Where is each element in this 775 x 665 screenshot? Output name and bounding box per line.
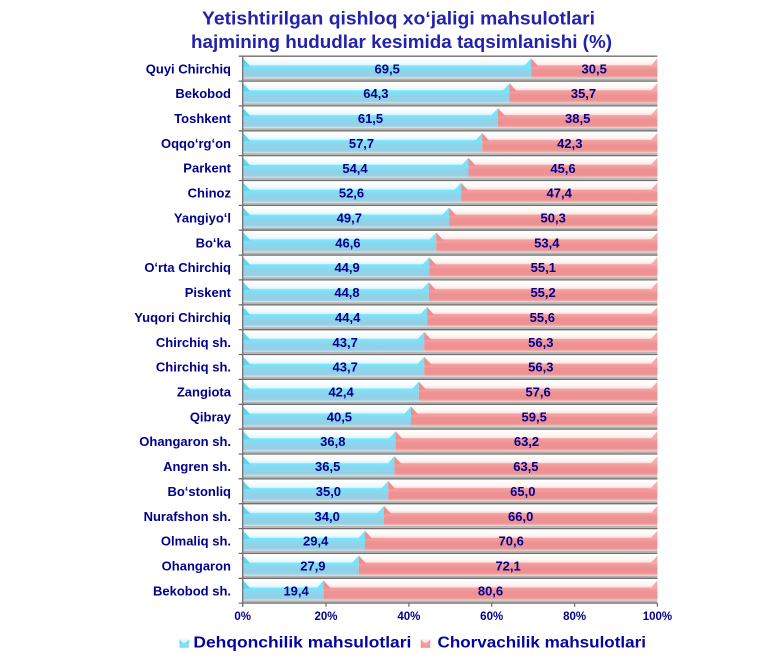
- svg-text:59,5: 59,5: [522, 409, 547, 424]
- svg-text:38,5: 38,5: [565, 111, 590, 126]
- svg-text:56,3: 56,3: [528, 335, 553, 350]
- svg-text:55,2: 55,2: [530, 285, 555, 300]
- svg-text:Boʻka: Boʻka: [196, 235, 232, 250]
- svg-text:30,5: 30,5: [582, 61, 607, 76]
- svg-text:Chirchiq sh.: Chirchiq sh.: [156, 360, 231, 375]
- svg-text:80%: 80%: [563, 611, 586, 623]
- svg-text:36,8: 36,8: [320, 434, 345, 449]
- svg-text:Quyi Chirchiq: Quyi Chirchiq: [146, 61, 231, 76]
- svg-text:42,3: 42,3: [557, 136, 582, 151]
- svg-text:Bekobod: Bekobod: [175, 86, 231, 101]
- svg-text:46,6: 46,6: [335, 235, 360, 250]
- svg-text:Yetishtirilgan qishloq xoʻjali: Yetishtirilgan qishloq xoʻjaligi mahsulo…: [202, 9, 595, 29]
- svg-text:80,6: 80,6: [478, 583, 503, 598]
- svg-text:Toshkent: Toshkent: [174, 111, 231, 126]
- svg-text:43,7: 43,7: [333, 360, 358, 375]
- svg-text:Piskent: Piskent: [185, 285, 232, 300]
- svg-text:Dehqonchilik mahsulotlari: Dehqonchilik mahsulotlari: [193, 634, 411, 651]
- svg-text:40%: 40%: [397, 611, 420, 623]
- svg-text:69,5: 69,5: [375, 61, 400, 76]
- svg-text:Parkent: Parkent: [183, 161, 231, 176]
- svg-text:44,8: 44,8: [334, 285, 359, 300]
- svg-text:19,4: 19,4: [283, 583, 309, 598]
- svg-text:35,7: 35,7: [571, 86, 596, 101]
- svg-text:60%: 60%: [480, 611, 503, 623]
- svg-text:Zangiota: Zangiota: [177, 385, 232, 400]
- svg-text:Ohangaron: Ohangaron: [162, 559, 231, 574]
- svg-text:55,6: 55,6: [530, 310, 555, 325]
- svg-text:36,5: 36,5: [315, 459, 340, 474]
- svg-text:63,2: 63,2: [514, 434, 539, 449]
- svg-text:Boʻstonliq: Boʻstonliq: [167, 484, 231, 499]
- svg-text:Oqqoʻrgʻon: Oqqoʻrgʻon: [161, 136, 231, 151]
- svg-text:Qibray: Qibray: [190, 409, 232, 424]
- svg-text:70,6: 70,6: [499, 534, 524, 549]
- svg-text:50,3: 50,3: [541, 211, 566, 226]
- svg-text:Nurafshon sh.: Nurafshon sh.: [144, 509, 231, 524]
- svg-text:57,7: 57,7: [349, 136, 374, 151]
- svg-text:Olmaliq sh.: Olmaliq sh.: [161, 534, 231, 549]
- svg-text:72,1: 72,1: [495, 559, 520, 574]
- svg-text:Chirchiq sh.: Chirchiq sh.: [156, 335, 231, 350]
- svg-text:61,5: 61,5: [358, 111, 383, 126]
- svg-text:Chinoz: Chinoz: [188, 186, 232, 201]
- svg-text:63,5: 63,5: [513, 459, 538, 474]
- svg-text:43,7: 43,7: [333, 335, 358, 350]
- svg-text:Yangiyoʻl: Yangiyoʻl: [174, 210, 231, 225]
- svg-text:52,6: 52,6: [339, 186, 364, 201]
- svg-text:44,4: 44,4: [335, 310, 361, 325]
- svg-text:64,3: 64,3: [363, 86, 388, 101]
- svg-text:29,4: 29,4: [303, 534, 329, 549]
- svg-text:49,7: 49,7: [337, 211, 362, 226]
- svg-text:44,9: 44,9: [334, 260, 359, 275]
- svg-text:35,0: 35,0: [316, 484, 341, 499]
- svg-text:hajmining hududlar kesimida ta: hajmining hududlar kesimida taqsimlanish…: [191, 32, 612, 52]
- svg-text:Yuqori Chirchiq: Yuqori Chirchiq: [134, 310, 231, 325]
- svg-text:53,4: 53,4: [534, 235, 560, 250]
- svg-text:Angren sh.: Angren sh.: [163, 459, 231, 474]
- svg-text:54,4: 54,4: [342, 161, 368, 176]
- svg-text:47,4: 47,4: [547, 186, 573, 201]
- svg-text:42,4: 42,4: [328, 385, 354, 400]
- svg-text:40,5: 40,5: [327, 409, 352, 424]
- svg-text:20%: 20%: [314, 611, 337, 623]
- svg-text:27,9: 27,9: [300, 559, 325, 574]
- svg-text:Oʻrta Chirchiq: Oʻrta Chirchiq: [144, 260, 231, 275]
- svg-text:Ohangaron sh.: Ohangaron sh.: [139, 434, 231, 449]
- svg-text:Chorvachilik mahsulotlari: Chorvachilik mahsulotlari: [438, 634, 647, 651]
- svg-text:34,0: 34,0: [315, 509, 340, 524]
- svg-text:100%: 100%: [643, 611, 672, 623]
- svg-text:45,6: 45,6: [550, 161, 575, 176]
- svg-text:Bekobod sh.: Bekobod sh.: [153, 583, 231, 598]
- svg-text:66,0: 66,0: [508, 509, 533, 524]
- svg-text:65,0: 65,0: [510, 484, 535, 499]
- svg-text:55,1: 55,1: [531, 260, 556, 275]
- svg-text:57,6: 57,6: [525, 385, 550, 400]
- svg-text:56,3: 56,3: [528, 360, 553, 375]
- svg-text:0%: 0%: [234, 611, 251, 623]
